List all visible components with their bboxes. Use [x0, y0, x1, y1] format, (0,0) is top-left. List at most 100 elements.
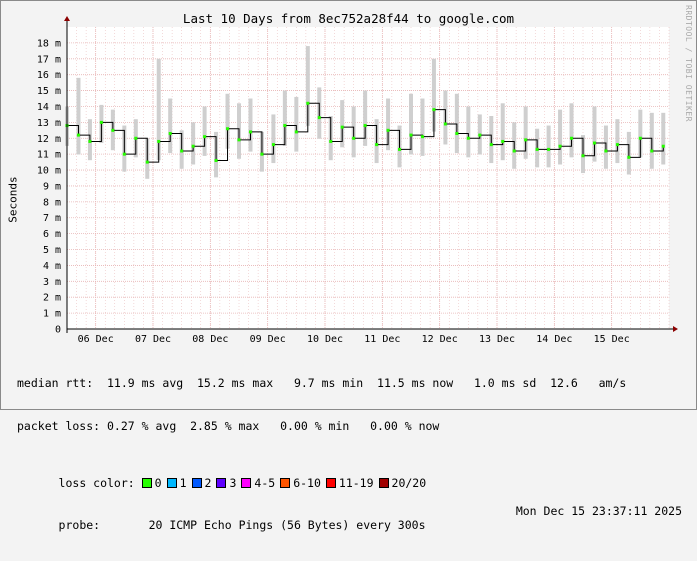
median-point: [432, 108, 436, 112]
loss-swatch-3: [216, 477, 227, 488]
probe-text: 20 ICMP Echo Pings (56 Bytes) every 300s: [148, 518, 426, 533]
median-point: [489, 143, 493, 147]
smoke-bar: [569, 103, 574, 158]
smoke-bar: [340, 100, 345, 148]
y-tick-label: 10 m: [37, 166, 61, 177]
smoke-bar: [191, 122, 196, 165]
y-tick-label: 7 m: [43, 213, 61, 224]
median-point: [111, 128, 115, 132]
median-point: [283, 124, 287, 128]
median-point: [592, 141, 596, 145]
median-rtt-line: [67, 102, 664, 163]
y-tick-label: 11 m: [37, 150, 61, 161]
smoke-bar: [248, 98, 253, 152]
loss-swatch-4: [241, 477, 252, 488]
packet-loss-stats: packet loss: 0.27 % avg 2.85 % max 0.00 …: [17, 419, 440, 433]
smoke-bar: [305, 46, 310, 126]
y-tick-label: 4 m: [43, 261, 61, 272]
y-tick-label: 17 m: [37, 54, 61, 65]
median-point: [615, 143, 619, 147]
median-point: [203, 135, 207, 139]
median-point: [168, 131, 172, 135]
smoke-bar: [466, 106, 471, 158]
y-tick-label: 12 m: [37, 134, 61, 145]
smoke-bar: [592, 106, 597, 162]
median-point: [604, 149, 608, 153]
smoke-bar: [294, 96, 299, 152]
rrdtool-credit: RRDTOOL / TOBI OETIKER: [684, 5, 693, 122]
median-point: [375, 143, 379, 147]
probe-label: probe:: [58, 518, 101, 533]
loss-label-5: 6-10: [293, 475, 321, 490]
median-point: [122, 152, 126, 156]
probe-row: probe: 20 ICMP Echo Pings (56 Bytes) eve…: [17, 504, 682, 532]
y-tick-label: 16 m: [37, 70, 61, 81]
y-tick-label: 3 m: [43, 277, 61, 288]
loss-color-item-3: 3: [216, 476, 236, 490]
loss-swatch-7: [378, 477, 389, 488]
median-rtt-stats: median rtt: 11.9 ms avg 15.2 ms max 9.7 …: [17, 376, 627, 391]
median-point: [352, 136, 356, 140]
y-tick-label: 1 m: [43, 309, 61, 320]
loss-swatch-1: [166, 477, 177, 488]
median-point: [443, 122, 447, 126]
loss-label-0: 0: [154, 475, 162, 490]
median-point: [134, 136, 138, 140]
loss-color-item-4: 4-5: [241, 476, 275, 490]
loss-color-item-2: 2: [191, 476, 211, 490]
median-point: [145, 160, 149, 164]
y-tick-label: 0: [55, 325, 61, 336]
smoke-bar: [523, 106, 528, 159]
median-point: [398, 147, 402, 151]
smoke-bar: [431, 58, 436, 132]
loss-label-7: 20/20: [391, 475, 427, 490]
median-point: [363, 124, 367, 128]
smoke-bar: [386, 98, 391, 151]
median-point: [260, 152, 264, 156]
median-point: [627, 155, 631, 159]
smoke-bar: [661, 112, 666, 165]
median-point: [237, 138, 241, 142]
x-tick-label: 14 Dec: [536, 334, 572, 345]
x-tick-label: 08 Dec: [192, 334, 228, 345]
x-tick-label: 10 Dec: [307, 334, 343, 345]
loss-label-6: 11-19: [338, 475, 374, 490]
median-point: [180, 149, 184, 153]
y-tick-label: 14 m: [37, 102, 61, 113]
median-point: [570, 136, 574, 140]
smoke-bar: [546, 125, 551, 168]
median-point: [226, 127, 230, 131]
smoke-bar: [168, 98, 173, 154]
x-axis-arrow: [673, 326, 678, 332]
median-point: [76, 133, 80, 137]
median-point: [661, 144, 665, 148]
median-point: [466, 136, 470, 140]
y-tick-label: 6 m: [43, 229, 61, 240]
loss-swatch-5: [280, 477, 291, 488]
chart-title: Last 10 Days from 8ec752a28f44 to google…: [182, 11, 515, 26]
median-point: [478, 133, 482, 137]
smoke-bar: [76, 77, 81, 155]
median-point: [638, 136, 642, 140]
median-point: [650, 149, 654, 153]
loss-color-item-7: 20/20: [378, 475, 427, 490]
smoke-bar: [615, 119, 620, 164]
loss-color-label: loss color:: [58, 475, 135, 490]
median-point: [558, 144, 562, 148]
median-point: [420, 135, 424, 139]
median-point: [512, 149, 516, 153]
y-tick-label: 8 m: [43, 197, 61, 208]
median-point: [294, 130, 298, 134]
y-tick-label: 5 m: [43, 245, 61, 256]
median-point: [524, 138, 528, 142]
median-point: [157, 139, 161, 143]
loss-color-item-1: 1: [166, 476, 187, 490]
smoke-bar: [282, 90, 287, 146]
loss-label-4: 4-5: [254, 475, 276, 490]
smoke-bar: [225, 93, 230, 149]
x-tick-label: 11 Dec: [364, 334, 400, 345]
median-point: [455, 131, 459, 135]
graph-date: Mon Dec 15 23:37:11 2025: [515, 504, 682, 519]
median-point: [99, 120, 103, 124]
smoke-bar: [420, 98, 425, 156]
